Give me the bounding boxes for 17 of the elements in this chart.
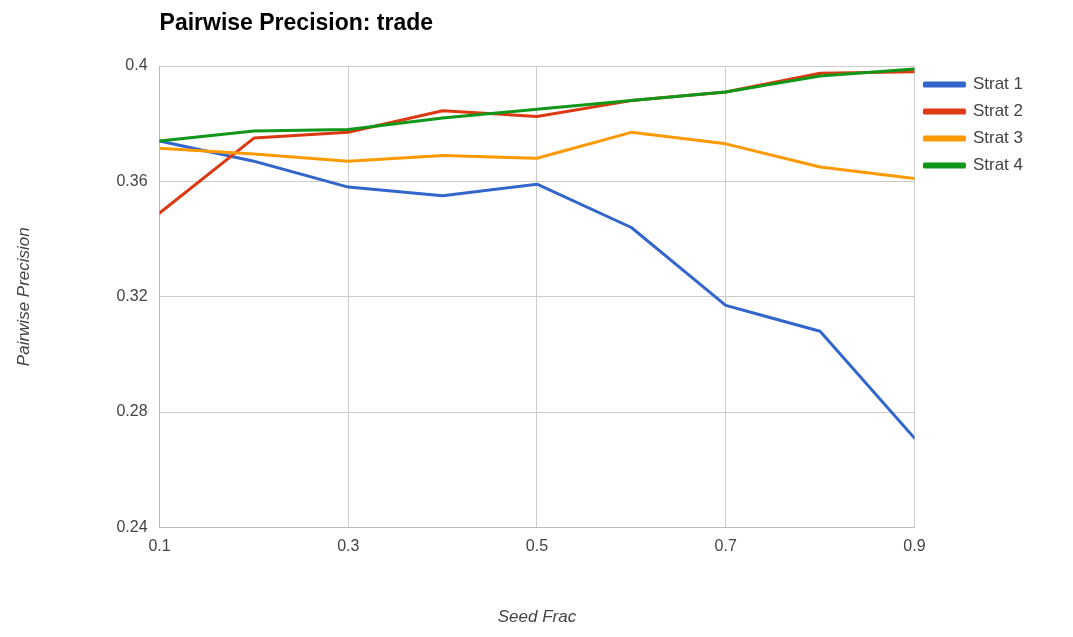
legend-label: Strat 1 <box>972 74 1024 94</box>
y-tick-label: 0.4 <box>125 56 148 74</box>
x-tick-label: 0.1 <box>148 537 171 555</box>
chart-title: Pairwise Precision: trade <box>159 9 434 36</box>
x-tick-label: 0.5 <box>525 537 549 555</box>
x-axis-title: Seed Frac <box>497 606 577 626</box>
y-axis-title: Pairwise Precision <box>13 227 33 367</box>
x-tick-label: 0.7 <box>714 537 737 555</box>
x-tick-label: 0.3 <box>337 537 360 555</box>
legend-label: Strat 3 <box>972 128 1024 148</box>
y-tick-label: 0.32 <box>116 287 148 305</box>
y-tick-label: 0.28 <box>116 402 148 420</box>
y-tick-label: 0.36 <box>116 171 148 189</box>
y-tick-label: 0.24 <box>116 517 148 535</box>
legend-label: Strat 2 <box>972 101 1024 121</box>
legend-label: Strat 4 <box>972 155 1024 175</box>
x-tick-label: 0.9 <box>903 537 926 555</box>
